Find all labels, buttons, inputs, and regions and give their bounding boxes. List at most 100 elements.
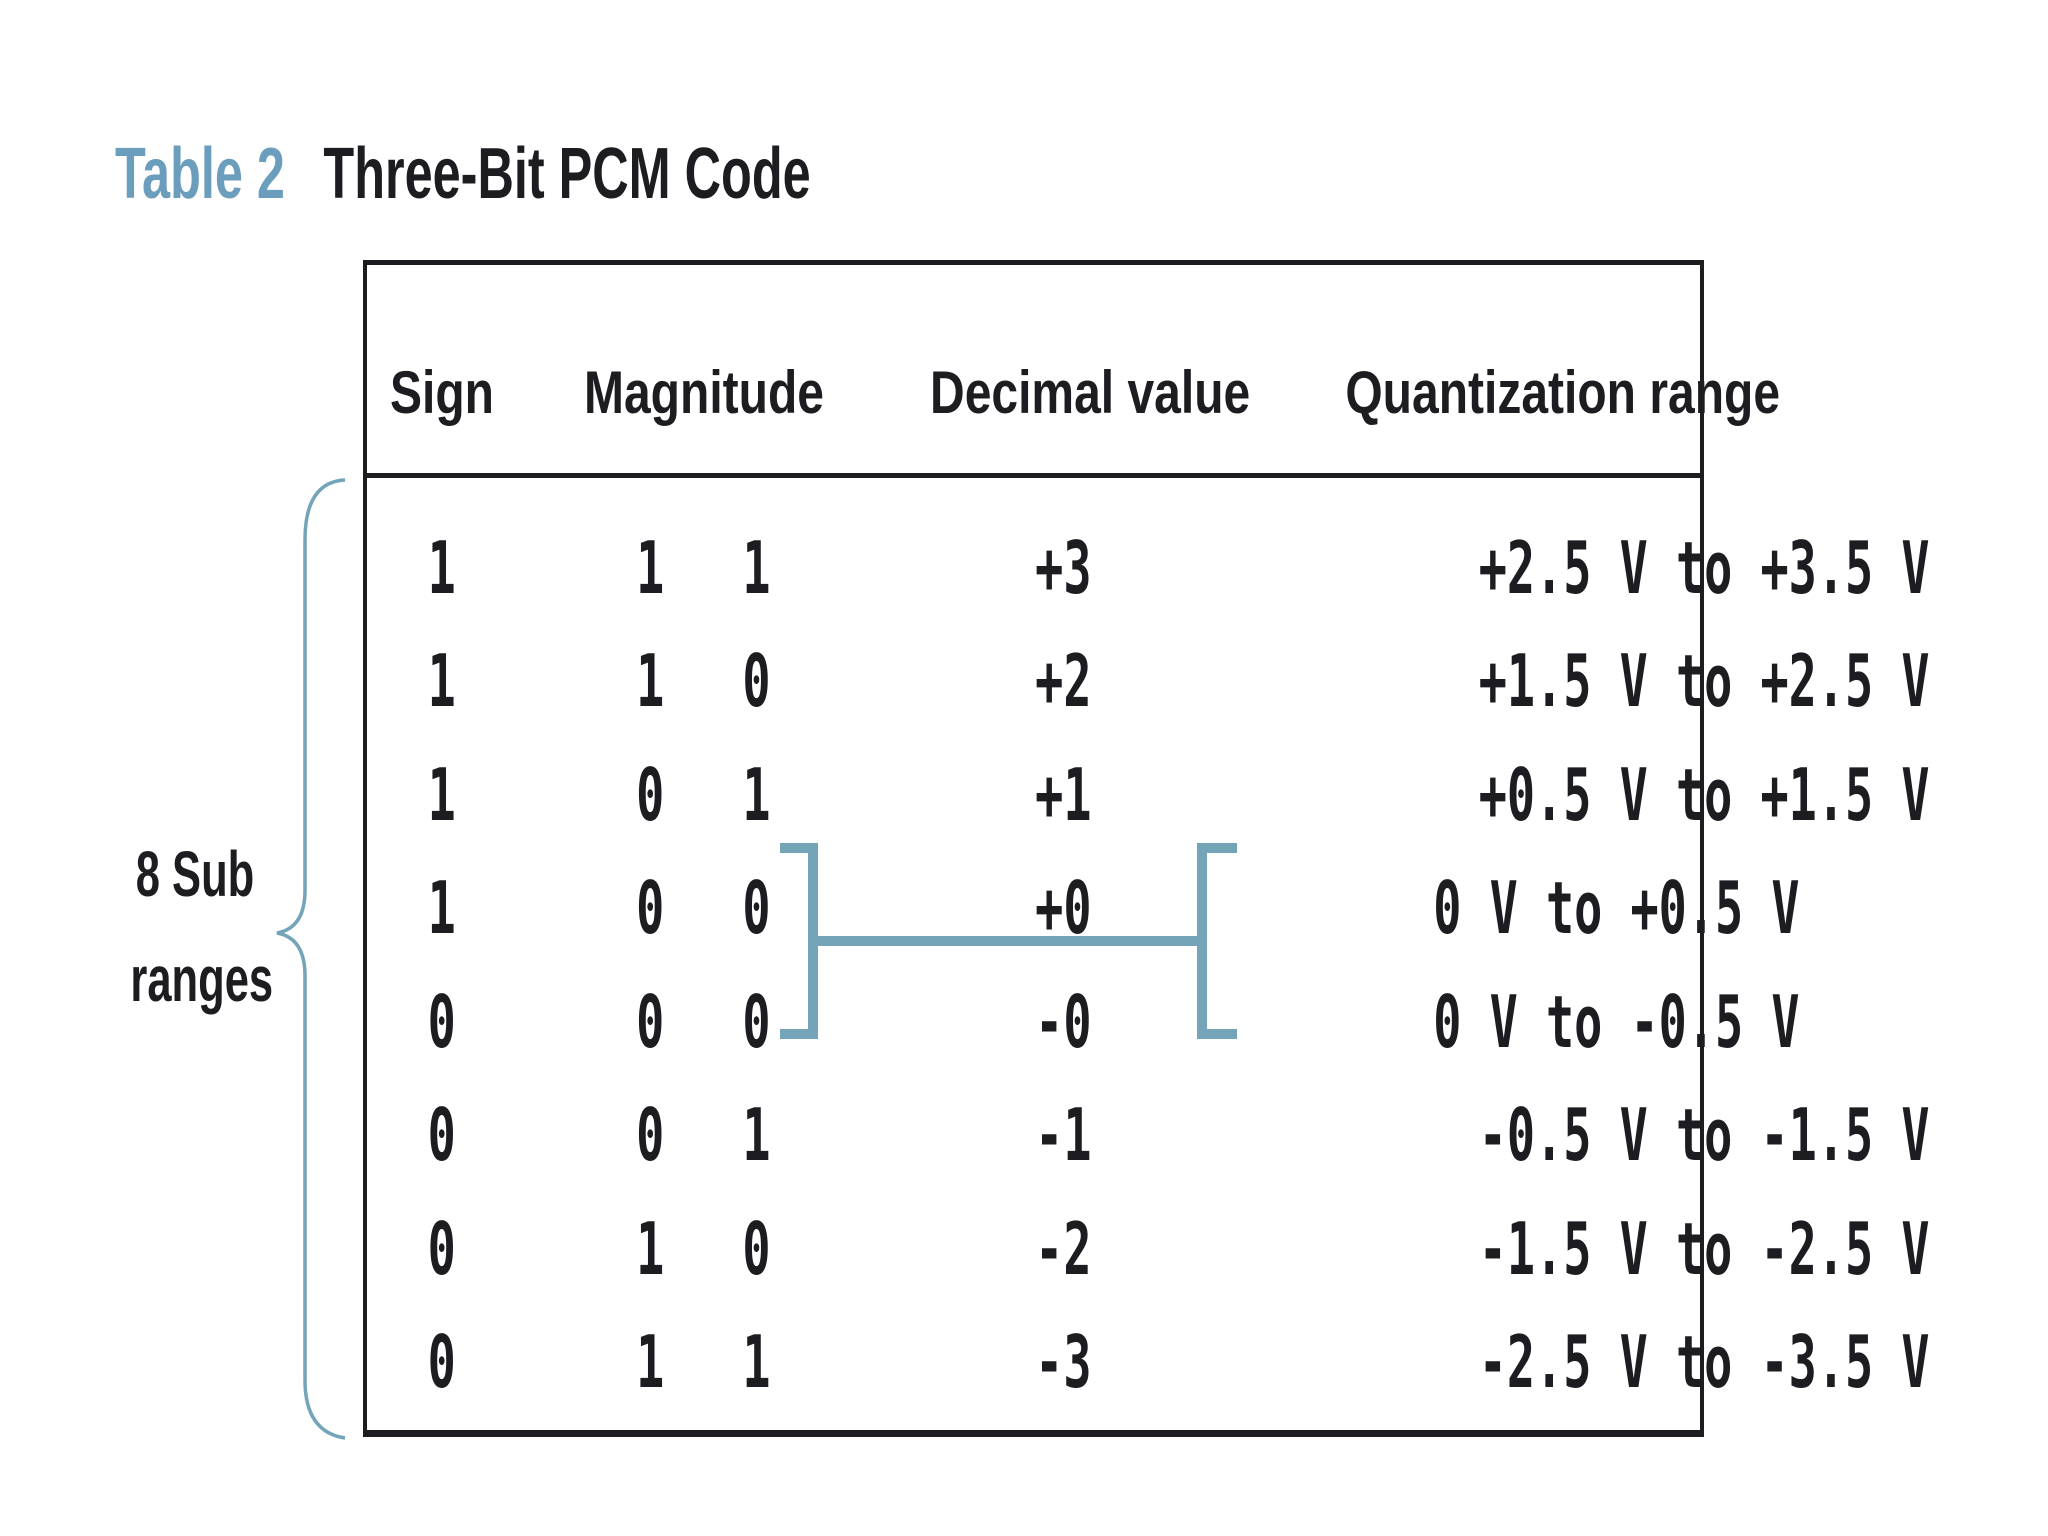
decimal-value: -3: [1034, 1320, 1092, 1405]
quantization-range-cell: 0 V to +0.5 V: [1236, 872, 1808, 944]
sign-bit-cell: 1: [367, 759, 517, 831]
decimal-value-cell: +1: [890, 759, 1236, 831]
quantization-range: +0.5 V to +1.5 V: [1478, 752, 1930, 837]
decimal-value-cell: +3: [890, 532, 1236, 604]
decimal-value: -0: [1034, 979, 1092, 1064]
table-row: 1 0 1 +1 +0.5 V to +1.5 V: [367, 738, 1930, 852]
sign-bit-cell: 0: [367, 1099, 517, 1171]
table-row: 1 1 0 +2 +1.5 V to +2.5 V: [367, 625, 1930, 739]
table-header-row: Sign Magnitude Decimal value Quantizatio…: [367, 265, 1780, 478]
subranges-label-line2: ranges: [130, 943, 274, 1015]
subranges-label-line1: 8 Sub: [135, 838, 255, 910]
magnitude-bit-1: 0: [636, 1093, 665, 1178]
sign-bit-cell: 1: [367, 532, 517, 604]
quantization-range-cell: +0.5 V to +1.5 V: [1236, 759, 1938, 831]
zero-bracket-right-top-hook: [1199, 843, 1237, 853]
magnitude-bit-1: 1: [636, 1320, 665, 1405]
table-row: 0 0 0 -0 0 V to -0.5 V: [367, 965, 1800, 1079]
quantization-range: -0.5 V to -1.5 V: [1478, 1093, 1930, 1178]
sign-bit: 0: [427, 1320, 457, 1405]
sign-bit: 1: [427, 525, 457, 610]
sign-bit-cell: 1: [367, 872, 517, 944]
magnitude-bit-1: 1: [636, 525, 665, 610]
quantization-range-cell: +2.5 V to +3.5 V: [1236, 532, 1938, 604]
magnitude-bit-2: 1: [742, 1320, 771, 1405]
table-number-label: Table 2: [115, 134, 285, 214]
magnitude-bit-2: 1: [742, 525, 771, 610]
zero-bracket-right-bottom-hook: [1199, 1029, 1237, 1039]
decimal-value-cell: -3: [890, 1326, 1236, 1398]
subranges-brace: [276, 478, 346, 1440]
decimal-value-cell: +2: [890, 645, 1236, 717]
decimal-value-cell: -0: [890, 986, 1236, 1058]
table-row: 0 1 1 -3 -2.5 V to -3.5 V: [367, 1306, 1930, 1420]
sign-bit-cell: 1: [367, 645, 517, 717]
zero-bracket-connector-line: [816, 936, 1199, 946]
decimal-value-cell: -1: [890, 1099, 1236, 1171]
zero-bracket-left-top-hook: [780, 843, 818, 853]
sign-bit-cell: 0: [367, 1326, 517, 1398]
zero-bracket-right-vertical: [1197, 843, 1207, 1039]
magnitude-bit-1: 0: [636, 979, 665, 1064]
table-title-text: Three-Bit PCM Code: [323, 134, 811, 214]
header-sign: Sign: [390, 359, 494, 426]
decimal-value-cell: +0: [890, 872, 1236, 944]
quantization-range: -2.5 V to -3.5 V: [1478, 1320, 1930, 1405]
quantization-range-cell: +1.5 V to +2.5 V: [1236, 645, 1938, 717]
sign-bit: 1: [427, 752, 457, 837]
quantization-range-cell: -2.5 V to -3.5 V: [1236, 1326, 1938, 1398]
header-magnitude: Magnitude: [583, 359, 824, 426]
table-row: 1 0 0 +0 0 V to +0.5 V: [367, 852, 1800, 966]
sign-bit: 0: [427, 1093, 457, 1178]
sign-bit-cell: 0: [367, 986, 517, 1058]
decimal-value: -1: [1034, 1093, 1092, 1178]
quantization-range: +1.5 V to +2.5 V: [1478, 639, 1930, 724]
zero-bracket-left-vertical: [808, 843, 818, 1039]
zero-bracket-left-bottom-hook: [780, 1029, 818, 1039]
table-row: 1 1 1 +3 +2.5 V to +3.5 V: [367, 511, 1930, 625]
magnitude-bit-2: 0: [742, 866, 771, 951]
magnitude-bit-2: 1: [742, 752, 771, 837]
magnitude-bit-2: 0: [742, 639, 771, 724]
sign-bit-cell: 0: [367, 1213, 517, 1285]
header-quantization-range: Quantization range: [1345, 359, 1781, 426]
magnitude-bit-1: 0: [636, 752, 665, 837]
sign-bit: 1: [427, 639, 457, 724]
decimal-value: -2: [1034, 1206, 1092, 1291]
magnitude-bit-1: 1: [636, 1206, 665, 1291]
quantization-range-cell: 0 V to -0.5 V: [1236, 986, 1808, 1058]
decimal-value: +2: [1034, 639, 1092, 724]
sign-bit: 0: [427, 1206, 457, 1291]
quantization-range: -1.5 V to -2.5 V: [1478, 1206, 1930, 1291]
table-row: 0 0 1 -1 -0.5 V to -1.5 V: [367, 1079, 1930, 1193]
sign-bit: 0: [427, 979, 457, 1064]
decimal-value-cell: -2: [890, 1213, 1236, 1285]
quantization-range-cell: -0.5 V to -1.5 V: [1236, 1099, 1938, 1171]
magnitude-bit-2: 1: [742, 1093, 771, 1178]
header-decimal-value: Decimal value: [930, 359, 1251, 426]
quantization-range-cell: -1.5 V to -2.5 V: [1236, 1213, 1938, 1285]
quantization-range: 0 V to +0.5 V: [1433, 866, 1800, 951]
subranges-label: 8 Sub ranges: [130, 822, 274, 1032]
figure-title: Table 2 Three-Bit PCM Code: [115, 138, 811, 210]
table-body: 1 1 1 +3 +2.5 V to +3.5 V 1 1 0 +2 +1.5 V to +2.5…: [367, 478, 1930, 1420]
quantization-range: 0 V to -0.5 V: [1433, 979, 1800, 1064]
sign-bit: 1: [427, 866, 457, 951]
quantization-range: +2.5 V to +3.5 V: [1478, 525, 1930, 610]
decimal-value: +0: [1034, 866, 1092, 951]
